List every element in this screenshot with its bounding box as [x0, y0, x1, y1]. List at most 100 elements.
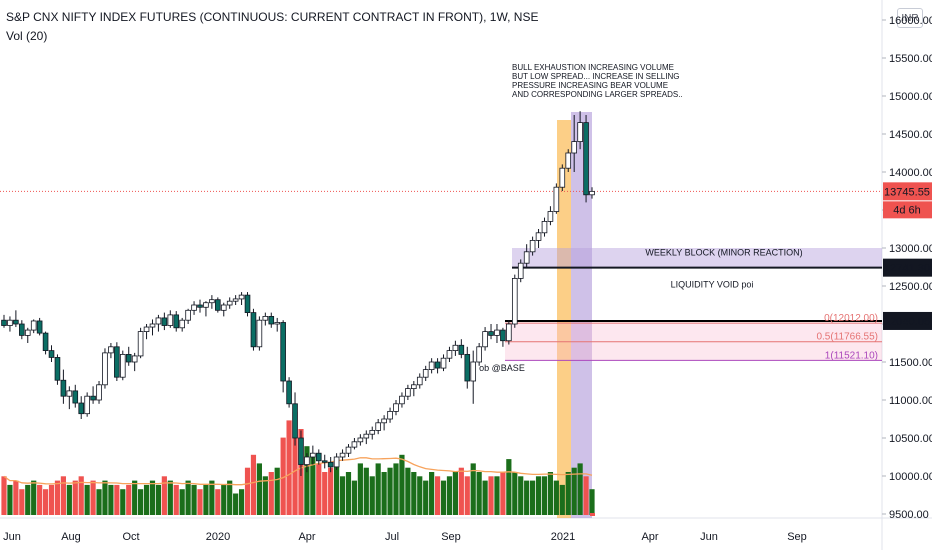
candle-body: [42, 332, 49, 351]
candle-body: [179, 319, 185, 329]
time-axis-label: 2021: [551, 531, 575, 543]
volume-bar: [268, 472, 274, 515]
candle-body: [375, 422, 381, 431]
volume-bar: [138, 489, 144, 515]
candle-body: [381, 418, 387, 424]
candle-body: [339, 452, 346, 458]
candle-body: [19, 323, 25, 336]
volume-bar: [304, 446, 310, 515]
candle-body: [48, 350, 55, 358]
volume-bar: [286, 420, 292, 515]
candle-body: [286, 380, 292, 405]
bull-exhaustion-note: AND CORRESPONDING LARGER SPREADS..: [512, 90, 683, 99]
candle-body: [369, 429, 376, 435]
candle-body: [197, 304, 203, 308]
volume-bar: [524, 480, 530, 515]
candle-body: [440, 357, 447, 369]
candle-body: [500, 329, 506, 342]
candle-body: [411, 384, 417, 389]
currency-badge[interactable]: INR: [897, 8, 923, 28]
volume-bar: [345, 472, 352, 515]
candle-body: [333, 456, 340, 468]
candle-body: [405, 388, 411, 397]
candle-body: [304, 456, 310, 465]
level-badge-12741-text: 12741.30: [884, 263, 930, 275]
candle-body: [476, 346, 482, 363]
candle-body: [565, 152, 572, 169]
candle-body: [256, 319, 263, 348]
candle-body: [54, 357, 61, 381]
volume-bar: [405, 467, 411, 515]
exhaustion-band-orange: [557, 120, 571, 518]
volume-bar: [185, 480, 191, 515]
candle-body: [30, 320, 37, 331]
candle-body: [220, 304, 227, 311]
price-tick-label: 10000.00: [889, 471, 932, 483]
volume-bar: [369, 476, 375, 515]
candle-body: [167, 314, 174, 326]
candle-body: [13, 319, 19, 325]
candle-body: [553, 186, 560, 212]
price-tick-label: 15000.00: [889, 91, 932, 103]
volume-bar: [553, 480, 559, 515]
volume-indicator-label[interactable]: Vol (20): [6, 29, 48, 43]
volume-bar: [423, 480, 429, 515]
volume-bar: [96, 489, 102, 515]
time-axis-label: Jun: [700, 531, 718, 543]
chart-header: S&P CNX NIFTY INDEX FUTURES (CONTINUOUS:…: [6, 9, 538, 44]
volume-bar: [173, 484, 179, 515]
candle-body: [203, 302, 209, 308]
volume-bar: [179, 489, 185, 515]
volume-bar: [149, 480, 156, 515]
volume-bar: [197, 489, 203, 515]
candle-body: [470, 361, 477, 382]
volume-bar: [25, 484, 31, 515]
candle-body: [66, 390, 73, 397]
time-axis-label: Apr: [641, 531, 658, 543]
volume-bar: [547, 472, 554, 515]
candle-body: [357, 437, 364, 443]
candle-body: [541, 220, 548, 234]
volume-bar: [250, 454, 257, 515]
time-axis-label: 2020: [206, 531, 230, 543]
candle-body: [547, 211, 554, 222]
volume-bar: [108, 484, 114, 515]
candle-body: [315, 452, 322, 462]
volume-bar: [363, 467, 369, 515]
volume-bar: [565, 472, 571, 515]
candle-body: [428, 361, 435, 370]
volume-bar: [227, 480, 233, 515]
volume-ma-line: [3, 457, 593, 486]
volume-bar: [357, 463, 363, 515]
candle-body: [137, 331, 144, 357]
level-badge-12741: [883, 258, 932, 277]
volume-bar: [494, 476, 500, 515]
candle-body: [416, 376, 423, 386]
volume-bar: [48, 484, 55, 515]
candle-body: [232, 298, 239, 302]
candle-body: [523, 251, 530, 264]
volume-bar: [452, 472, 458, 515]
candle-body: [96, 384, 102, 401]
last-price-badge-text: 13745.55: [884, 186, 930, 198]
volume-bar: [215, 489, 221, 515]
volume-bar: [506, 459, 512, 515]
candle-body: [161, 317, 168, 326]
price-tick-label: 14500.00: [889, 129, 932, 141]
candle-body: [446, 350, 453, 359]
candle-body: [494, 329, 500, 336]
volume-bar: [559, 484, 565, 515]
candle-body: [244, 294, 251, 313]
volume-bar: [292, 411, 298, 515]
candle-body: [125, 353, 132, 363]
candle-body: [506, 323, 512, 342]
ob-base-label: ob @BASE: [479, 363, 525, 373]
candle-body: [108, 346, 114, 354]
candle-body: [131, 355, 138, 363]
volume-bar: [589, 489, 595, 515]
volume-bar: [411, 472, 417, 515]
fib-label: 0.5(11766.55): [816, 332, 878, 343]
volume-bar: [167, 480, 173, 515]
candle-body: [327, 461, 334, 468]
